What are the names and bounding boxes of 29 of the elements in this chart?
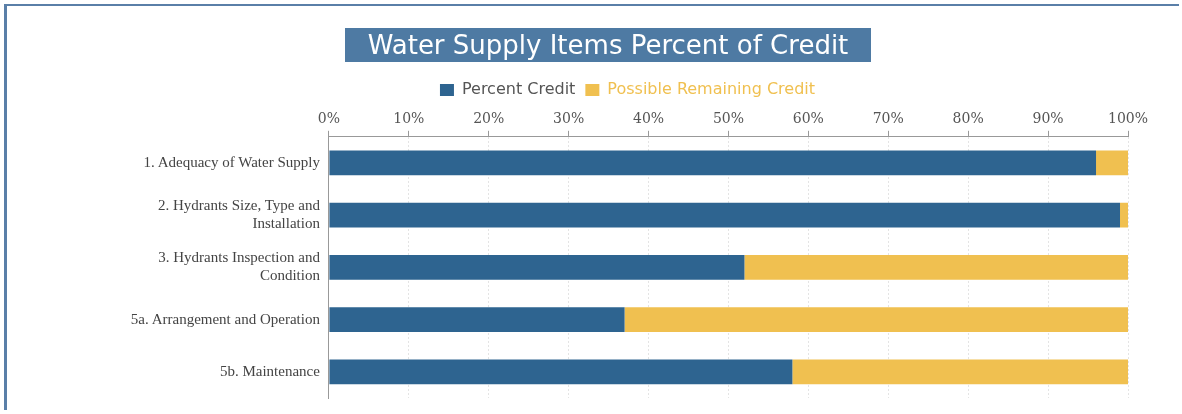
legend-label: Percent Credit xyxy=(461,79,576,99)
x-tick-label: 60% xyxy=(792,110,824,127)
chart-title: Water Supply Items Percent of Credit xyxy=(345,28,871,62)
x-tick-label: 10% xyxy=(393,110,425,127)
x-tick-label: 100% xyxy=(1107,110,1149,127)
x-tick-label: 50% xyxy=(712,110,745,127)
x-tick-label: 80% xyxy=(952,110,984,127)
legend-label: Possible Remaining Credit xyxy=(607,79,816,99)
bar xyxy=(1096,150,1128,176)
bar xyxy=(329,202,1121,228)
bar xyxy=(329,150,1097,176)
x-tick-label: 0% xyxy=(317,110,341,127)
bar xyxy=(1120,202,1128,228)
x-tick-label: 30% xyxy=(553,110,585,127)
y-tick-label: 5a. Arrangement and Operation xyxy=(130,310,321,327)
y-tick-label: 1. Adequacy of Water Supply xyxy=(143,153,321,170)
y-tick-label: 5b. Maintenance xyxy=(219,362,321,379)
x-tick-label: 70% xyxy=(872,110,904,127)
bar xyxy=(624,307,1128,333)
x-tick-label: 40% xyxy=(632,110,665,127)
y-tick-label: 2. Hydrants Size, Type and Installation xyxy=(157,197,321,232)
bar xyxy=(329,307,625,333)
x-tick-label: 90% xyxy=(1032,110,1064,127)
x-tick-label: 20% xyxy=(473,110,505,127)
bar xyxy=(329,254,745,280)
bar xyxy=(329,359,793,385)
bar xyxy=(792,359,1128,385)
y-tick-label: 3. Hydrants Inspection and Condition xyxy=(158,249,321,284)
bar xyxy=(744,254,1128,280)
